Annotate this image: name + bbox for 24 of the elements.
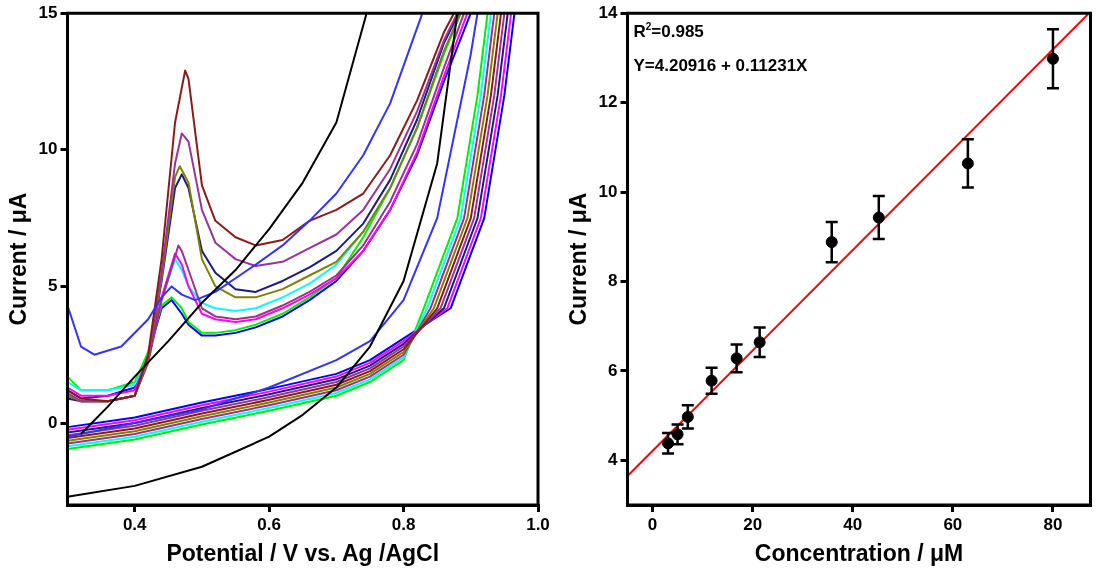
x-tick-label: 60 <box>943 514 963 534</box>
x-tick-label: 0.4 <box>122 514 148 534</box>
x-tick-label: 0 <box>647 514 658 534</box>
y-tick-label: 14 <box>598 2 619 22</box>
annotation: Y=4.20916 + 0.11231X <box>633 56 809 76</box>
x-tick-label: 40 <box>843 514 863 534</box>
x-axis-title: Potential / V vs. Ag /AgCl <box>166 539 440 566</box>
x-axis-title: Concentration / μM <box>754 539 964 566</box>
x-tick-label: 0.8 <box>391 514 416 534</box>
y-axis-title: Current / μA <box>5 192 32 326</box>
x-tick-label: 20 <box>743 514 763 534</box>
y-tick-label: 12 <box>598 92 618 112</box>
x-tick-label: 80 <box>1043 514 1063 534</box>
x-tick-label: 1.0 <box>526 514 550 534</box>
y-tick-label: 10 <box>598 181 618 201</box>
x-tick-label: 0.6 <box>257 514 281 534</box>
y-tick-label: 15 <box>38 2 58 22</box>
y-tick-label: 0 <box>48 412 58 432</box>
y-axis-title: Current / μA <box>565 192 592 326</box>
y-tick-label: 4 <box>608 449 619 469</box>
y-tick-label: 5 <box>48 276 58 296</box>
y-tick-label: 10 <box>38 139 58 159</box>
y-tick-label: 6 <box>608 360 618 380</box>
y-tick-label: 8 <box>608 271 618 291</box>
